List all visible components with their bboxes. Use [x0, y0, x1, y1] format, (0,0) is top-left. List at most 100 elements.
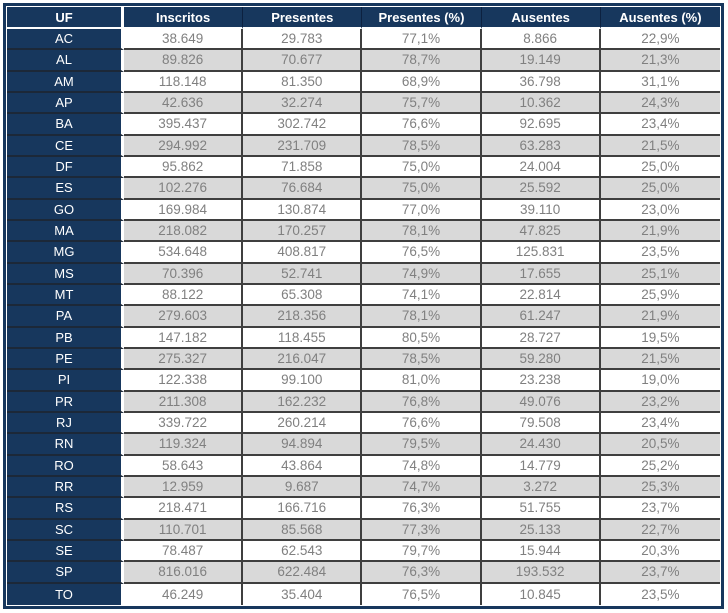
value-cell: 21,5% — [600, 348, 720, 371]
value-cell: 10.845 — [481, 583, 601, 605]
uf-cell: MA — [7, 220, 124, 243]
value-cell: 23,7% — [600, 562, 720, 584]
value-cell: 78,5% — [362, 135, 482, 157]
table-row: RJ 339.722 260.214 76,6% 79.508 23,4% — [7, 412, 720, 435]
value-cell: 39.110 — [481, 199, 601, 221]
uf-cell: SC — [7, 519, 124, 541]
value-cell: 22,7% — [600, 519, 720, 541]
value-cell: 70.396 — [124, 263, 244, 285]
value-cell: 130.874 — [243, 199, 363, 221]
value-cell: 9.687 — [243, 476, 363, 499]
table-row: BA 395.437 302.742 76,6% 92.695 23,4% — [7, 114, 720, 136]
column-header: Presentes (%) — [362, 7, 482, 29]
value-cell: 68,9% — [362, 71, 482, 93]
value-cell: 76,3% — [362, 498, 482, 520]
value-cell: 99.100 — [243, 370, 363, 392]
uf-cell: RO — [7, 455, 124, 477]
value-cell: 74,7% — [362, 476, 482, 499]
table-row: SC 110.701 85.568 77,3% 25.133 22,7% — [7, 519, 720, 541]
value-cell: 36.798 — [481, 71, 601, 93]
value-cell: 21,9% — [600, 306, 720, 328]
value-cell: 78,1% — [362, 306, 482, 328]
uf-attendance-table-frame: UF Inscritos Presentes Presentes (%) Ausente… — [3, 3, 724, 609]
value-cell: 49.076 — [481, 391, 601, 413]
value-cell: 20,3% — [600, 540, 720, 563]
value-cell: 38.649 — [124, 29, 244, 51]
table-row: RS 218.471 166.716 76,3% 51.755 23,7% — [7, 498, 720, 520]
value-cell: 75,7% — [362, 92, 482, 115]
value-cell: 193.532 — [481, 562, 601, 584]
value-cell: 23,5% — [600, 583, 720, 605]
uf-cell: AL — [7, 50, 124, 72]
value-cell: 23,0% — [600, 199, 720, 221]
table-row: AP 42.636 32.274 75,7% 10.362 24,3% — [7, 92, 720, 115]
value-cell: 78,5% — [362, 348, 482, 371]
value-cell: 51.755 — [481, 498, 601, 520]
value-cell: 47.825 — [481, 220, 601, 243]
value-cell: 25,2% — [600, 455, 720, 477]
value-cell: 29.783 — [243, 29, 363, 51]
value-cell: 70.677 — [243, 50, 363, 72]
value-cell: 231.709 — [243, 135, 363, 157]
value-cell: 42.636 — [124, 92, 244, 115]
value-cell: 77,1% — [362, 29, 482, 51]
value-cell: 302.742 — [243, 114, 363, 136]
value-cell: 35.404 — [243, 583, 363, 605]
value-cell: 74,9% — [362, 263, 482, 285]
table-row: ES 102.276 76.684 75,0% 25.592 25,0% — [7, 178, 720, 200]
table-row: MT 88.122 65.308 74,1% 22.814 25,9% — [7, 284, 720, 307]
value-cell: 32.274 — [243, 92, 363, 115]
value-cell: 3.272 — [481, 476, 601, 499]
uf-cell: SE — [7, 540, 124, 563]
value-cell: 58.643 — [124, 455, 244, 477]
table-row: MG 534.648 408.817 76,5% 125.831 23,5% — [7, 242, 720, 264]
table-row: MA 218.082 170.257 78,1% 47.825 21,9% — [7, 220, 720, 243]
value-cell: 218.471 — [124, 498, 244, 520]
value-cell: 118.455 — [243, 327, 363, 349]
value-cell: 79.508 — [481, 412, 601, 435]
table-row: PE 275.327 216.047 78,5% 59.280 21,5% — [7, 348, 720, 371]
value-cell: 10.362 — [481, 92, 601, 115]
value-cell: 76,6% — [362, 114, 482, 136]
uf-cell: MT — [7, 284, 124, 307]
column-header: Ausentes — [481, 7, 601, 29]
header-row: UF Inscritos Presentes Presentes (%) Ausente… — [7, 7, 720, 29]
value-cell: 211.308 — [124, 391, 244, 413]
value-cell: 23,4% — [600, 412, 720, 435]
value-cell: 339.722 — [124, 412, 244, 435]
value-cell: 22.814 — [481, 284, 601, 307]
value-cell: 14.779 — [481, 455, 601, 477]
value-cell: 24,3% — [600, 92, 720, 115]
value-cell: 408.817 — [243, 242, 363, 264]
value-cell: 8.866 — [481, 29, 601, 51]
value-cell: 816.016 — [124, 562, 244, 584]
value-cell: 28.727 — [481, 327, 601, 349]
uf-cell: DF — [7, 156, 124, 179]
value-cell: 102.276 — [124, 178, 244, 200]
uf-cell: AM — [7, 71, 124, 93]
uf-cell: PE — [7, 348, 124, 371]
value-cell: 81,0% — [362, 370, 482, 392]
value-cell: 216.047 — [243, 348, 363, 371]
value-cell: 76,5% — [362, 242, 482, 264]
uf-cell: PR — [7, 391, 124, 413]
column-header: Inscritos — [124, 7, 244, 29]
value-cell: 15.944 — [481, 540, 601, 563]
uf-cell: BA — [7, 114, 124, 136]
value-cell: 170.257 — [243, 220, 363, 243]
value-cell: 71.858 — [243, 156, 363, 179]
uf-cell: ES — [7, 178, 124, 200]
value-cell: 25,9% — [600, 284, 720, 307]
value-cell: 110.701 — [124, 519, 244, 541]
uf-cell: RS — [7, 498, 124, 520]
uf-cell: PI — [7, 370, 124, 392]
column-header-uf: UF — [7, 7, 124, 29]
uf-cell: PB — [7, 327, 124, 349]
value-cell: 95.862 — [124, 156, 244, 179]
column-header: Presentes — [243, 7, 363, 29]
table-row: TO 46.249 35.404 76,5% 10.845 23,5% — [7, 583, 720, 605]
value-cell: 77,3% — [362, 519, 482, 541]
value-cell: 622.484 — [243, 562, 363, 584]
value-cell: 85.568 — [243, 519, 363, 541]
table-row: PR 211.308 162.232 76,8% 49.076 23,2% — [7, 391, 720, 413]
